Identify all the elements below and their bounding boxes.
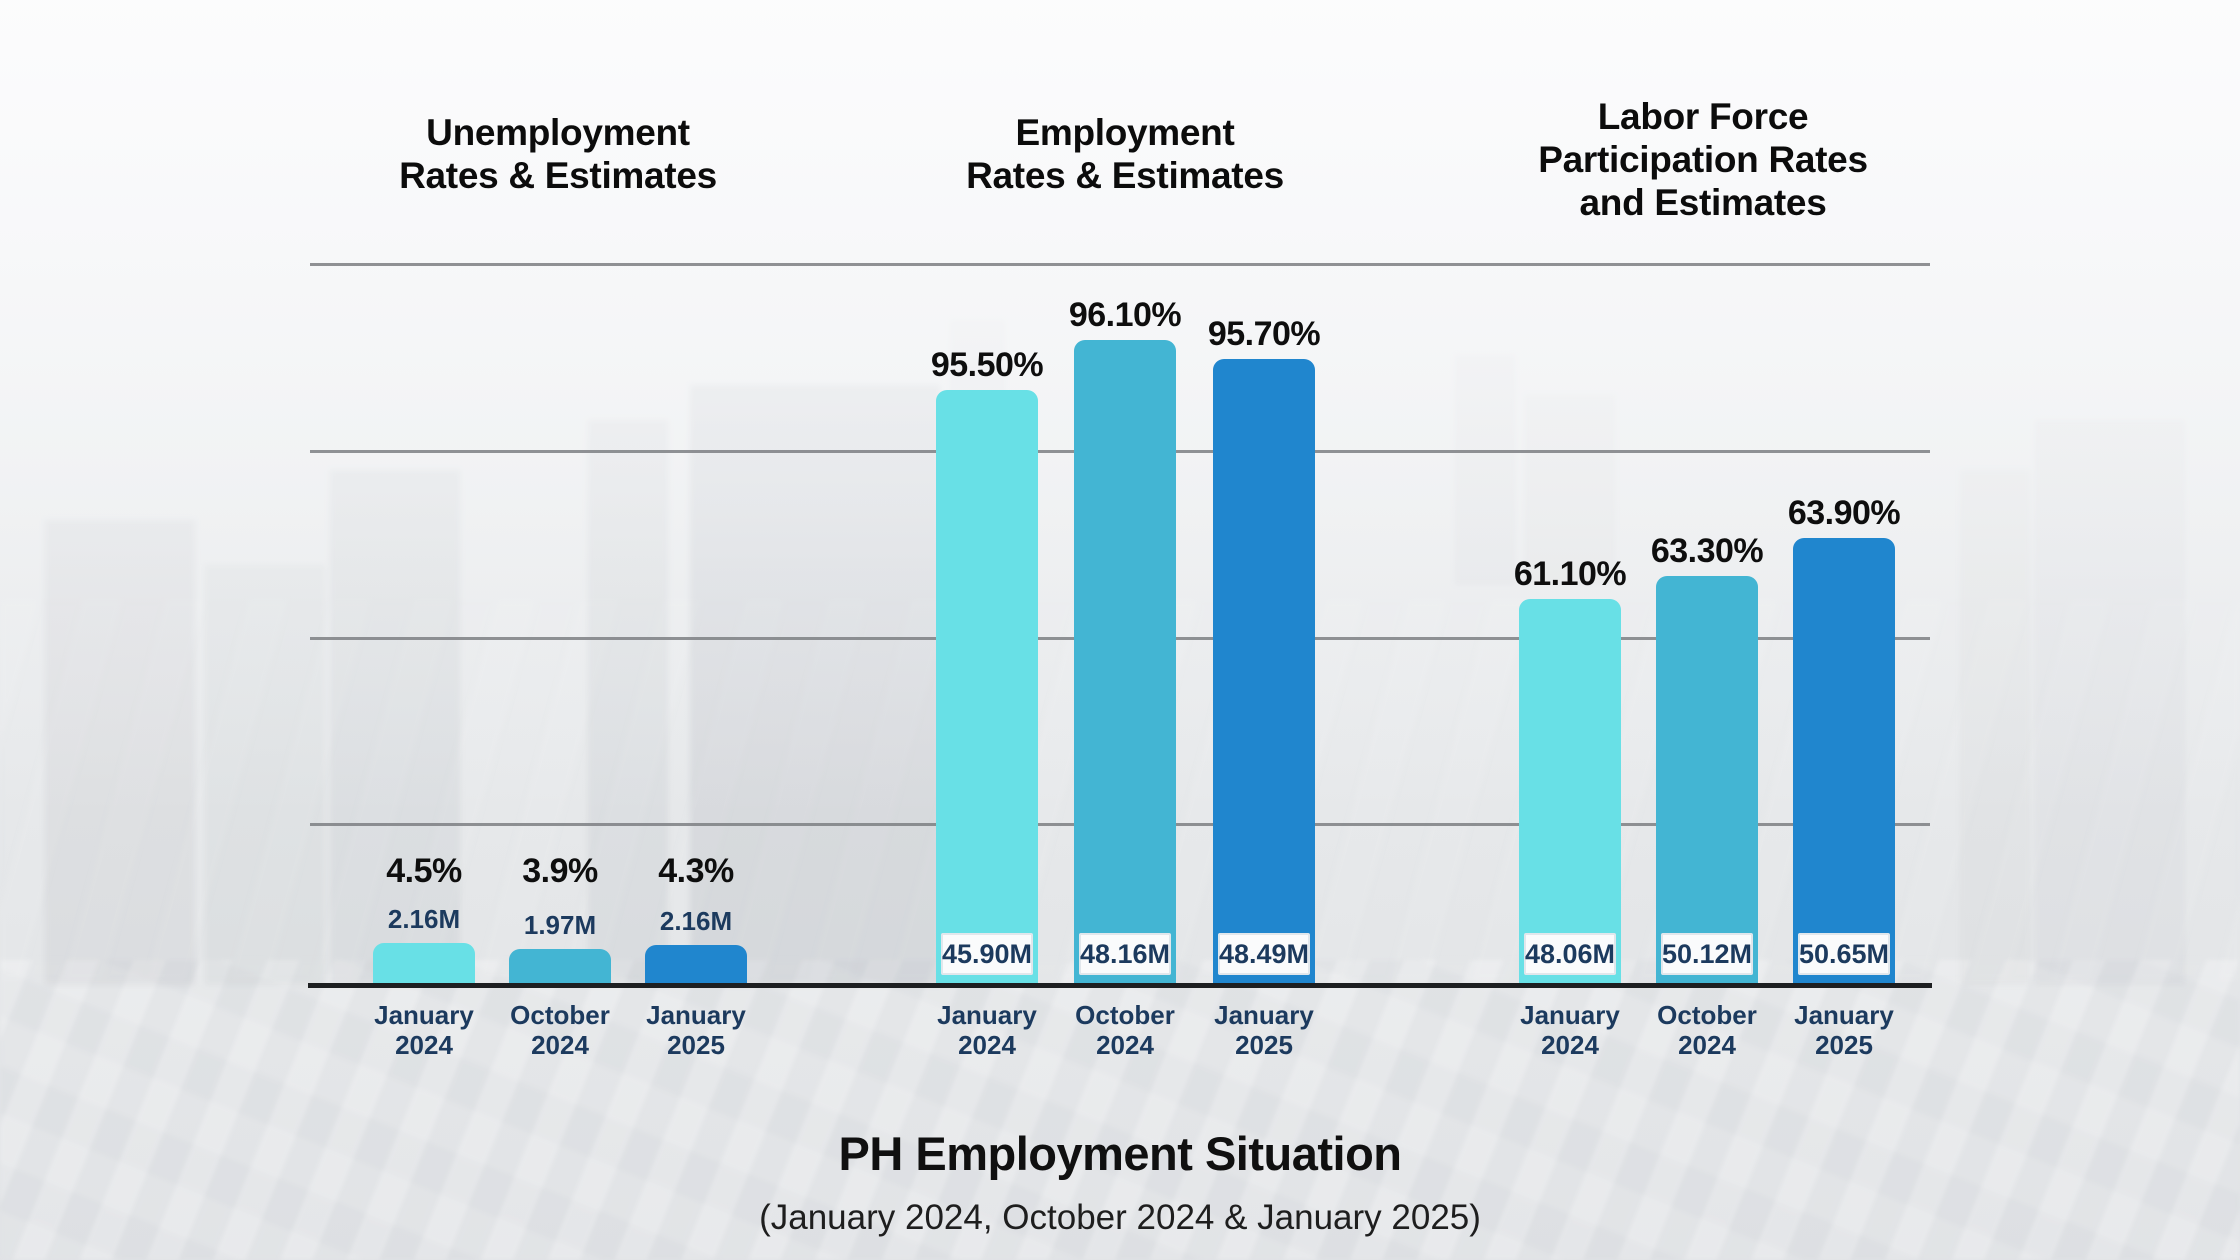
title-line: Rates & Estimates: [399, 154, 717, 196]
bar-employment-jan2024: [936, 390, 1038, 985]
bar-lfpr-jan2025: [1793, 538, 1895, 985]
title-line: Rates & Estimates: [966, 154, 1284, 196]
gridline-1: [310, 263, 1930, 266]
month-line: January: [646, 1000, 746, 1030]
abs-value: 48.49M: [1218, 938, 1310, 969]
abs-box-employment-jan2025: 48.49M: [1218, 933, 1310, 975]
bar-employment-oct2024: [1074, 340, 1176, 985]
pct-label-lfpr-jan2025: 63.90%: [1787, 494, 1901, 532]
title-line: Unemployment: [426, 112, 690, 153]
skyline-building: [1455, 355, 1515, 585]
skyline-building: [2035, 420, 2185, 985]
group-title-labor-force: Labor Force Participation Rates and Esti…: [1448, 96, 1958, 225]
pct-label-lfpr-oct2024: 63.30%: [1650, 532, 1764, 570]
abs-value: 50.65M: [1798, 938, 1890, 969]
title-line: Labor Force: [1597, 96, 1809, 137]
abs-value: 48.06M: [1524, 938, 1616, 969]
title-line: Participation Rates: [1538, 138, 1868, 180]
bar-lfpr-jan2024: [1519, 599, 1621, 985]
abs-value: 48.16M: [1079, 938, 1171, 969]
abs-box-lfpr-oct2024: 50.12M: [1661, 933, 1753, 975]
year-line: 2025: [1815, 1030, 1873, 1060]
chart-subtitle: (January 2024, October 2024 & January 20…: [759, 1198, 1481, 1237]
group-title-unemployment: Unemployment Rates & Estimates: [308, 112, 808, 198]
bar-unemployment-oct2024: [509, 949, 611, 985]
bar-unemployment-jan2024: [373, 943, 475, 985]
skyline-building: [690, 385, 940, 985]
title-line: and Estimates: [1579, 181, 1827, 223]
chart-title: PH Employment Situation: [838, 1127, 1403, 1180]
abs-box-lfpr-jan2025: 50.65M: [1798, 933, 1890, 975]
year-line: 2025: [1235, 1030, 1293, 1060]
month-line: January: [1794, 1000, 1894, 1030]
abs-box-employment-jan2024: 45.90M: [941, 933, 1033, 975]
abs-box-lfpr-jan2024: 48.06M: [1524, 933, 1616, 975]
month-label: January 2025: [596, 1000, 796, 1060]
month-label: January 2025: [1164, 1000, 1364, 1060]
pct-label-employment-jan2025: 95.70%: [1207, 315, 1321, 353]
pct-label-unemployment-jan2025: 4.3%: [658, 852, 734, 890]
skyline-building: [205, 565, 325, 985]
abs-value: 45.90M: [941, 938, 1033, 969]
year-line: 2025: [667, 1030, 725, 1060]
x-axis-baseline: [308, 983, 1932, 988]
bar-lfpr-oct2024: [1656, 576, 1758, 985]
abs-box-employment-oct2024: 48.16M: [1079, 933, 1171, 975]
skyline-building: [1960, 470, 2030, 985]
bar-unemployment-jan2025: [645, 945, 747, 985]
month-label: January 2025: [1744, 1000, 1944, 1060]
group-title-employment: Employment Rates & Estimates: [875, 112, 1375, 198]
title-line: Employment: [1015, 112, 1235, 153]
abs-label-unemployment-jan2025: 2.16M: [659, 906, 733, 936]
bar-employment-jan2025: [1213, 359, 1315, 985]
skyline-building: [588, 420, 668, 985]
abs-value: 50.12M: [1661, 938, 1753, 969]
pct-label-employment-jan2024: 95.50%: [930, 346, 1044, 384]
skyline-building: [45, 520, 195, 985]
month-line: January: [1214, 1000, 1314, 1030]
